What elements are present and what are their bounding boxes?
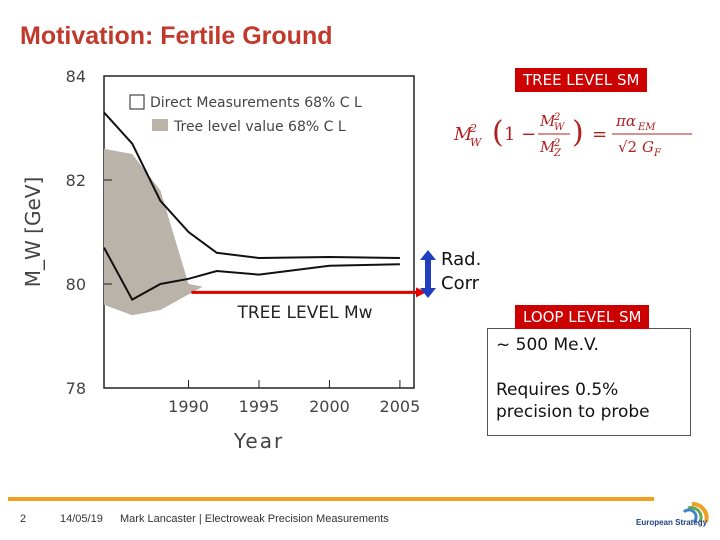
svg-text:√2: √2 [618, 138, 637, 156]
svg-text:=: = [592, 124, 607, 145]
y-tick-label: 82 [66, 171, 86, 190]
precision-info-box: ~ 500 Me.V. Requires 0.5% precision to p… [487, 328, 691, 436]
loop-level-sm-badge: LOOP LEVEL SM [515, 305, 650, 329]
plot-area: 78 80 82 84 1990 1995 2000 2005 Year M_W [GeV] Dir… [21, 67, 426, 453]
svg-text:Z: Z [553, 148, 562, 159]
corr-label: Corr [441, 273, 480, 294]
rad-corr-label: Rad. Corr [441, 248, 481, 296]
tree-level-sm-badge: TREE LEVEL SM [515, 68, 648, 92]
x-tick-label: 1995 [239, 397, 280, 416]
y-tick-label: 84 [66, 67, 86, 86]
rad-corr-arrow [420, 250, 436, 298]
x-tick-label: 2005 [380, 397, 421, 416]
svg-text:W: W [554, 122, 565, 133]
svg-text:2: 2 [469, 122, 477, 135]
y-tick-label: 80 [66, 275, 86, 294]
page-number: 2 [20, 513, 27, 525]
svg-text:1 −: 1 − [504, 124, 536, 145]
footer-author: Mark Lancaster | Electroweak Precision M… [120, 513, 389, 525]
direct-measurement-line-1 [103, 247, 400, 301]
svg-text:): ) [572, 115, 584, 150]
x-axis-label: Year [233, 429, 284, 453]
loop-correction-size: ~ 500 Me.V. [496, 335, 599, 355]
tree-level-band [104, 148, 203, 316]
svg-text:(: ( [492, 115, 504, 150]
footer-divider [8, 497, 654, 501]
logo-text: European Strategy [636, 518, 708, 527]
precision-requirement: Requires 0.5% precision to probe [496, 380, 650, 422]
legend-label-tree: Tree level value 68% C L [173, 119, 346, 135]
svg-text:πα: πα [615, 112, 636, 130]
rad-label: Rad. [441, 249, 482, 270]
y-tick-label: 78 [66, 379, 86, 398]
mw-chart: 78 80 82 84 1990 1995 2000 2005 Year M_W [GeV] Dir… [21, 67, 426, 453]
legend-swatch-direct [129, 94, 145, 110]
y-axis-label: M_W [GeV] [21, 177, 45, 287]
legend-label-direct: Direct Measurements 68% C L [150, 95, 362, 111]
svg-text:G: G [642, 138, 654, 156]
svg-text:M: M [539, 112, 556, 130]
footer-date: 14/05/19 [60, 513, 103, 525]
svg-text:M: M [539, 138, 556, 156]
european-strategy-logo: European Strategy [636, 502, 709, 527]
svg-text:W: W [470, 136, 483, 149]
x-tick-label: 2000 [309, 397, 350, 416]
svg-text:F: F [653, 148, 662, 159]
svg-text:2: 2 [553, 112, 560, 123]
tree-level-mw-label: TREE LEVEL Mw [236, 303, 372, 323]
x-tick-label: 1990 [168, 397, 209, 416]
svg-text:EM: EM [637, 122, 656, 133]
legend-swatch-tree [152, 119, 168, 131]
direct-measurement-line-0 [103, 111, 400, 260]
svg-text:M: M [453, 124, 473, 145]
svg-text:2: 2 [553, 138, 560, 149]
tree-level-arrowhead [416, 287, 426, 298]
slide-title: Motivation: Fertile Ground [20, 22, 333, 50]
